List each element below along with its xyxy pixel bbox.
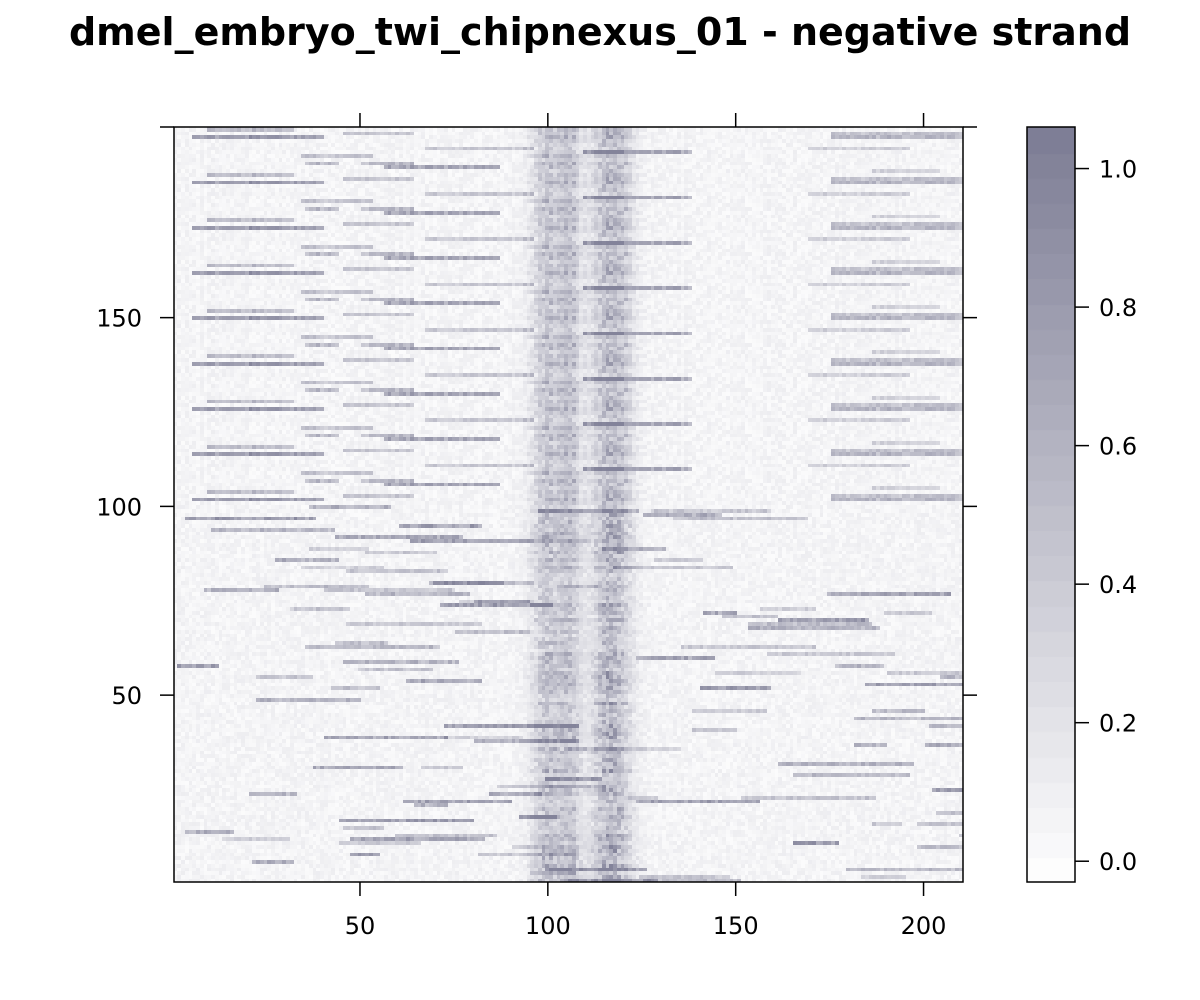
x-tick-label: 100 xyxy=(525,912,571,940)
colorbar-tick-label: 1.0 xyxy=(1099,156,1137,184)
colorbar-tick-label: 0.4 xyxy=(1099,571,1137,599)
colorbar-gradient xyxy=(1027,127,1075,882)
plot-frame xyxy=(173,126,964,883)
colorbar-tick-label: 0.0 xyxy=(1099,848,1137,876)
y-tick-label: 50 xyxy=(111,682,142,710)
colorbar-axis: 0.0 0.2 0.4 0.6 0.8 1.0 xyxy=(1075,156,1137,876)
colorbar-frame xyxy=(1026,126,1076,883)
x-tick-label: 200 xyxy=(901,912,947,940)
heatmap-raster-container xyxy=(174,127,963,882)
x-tick-label: 150 xyxy=(713,912,759,940)
y-tick-label: 150 xyxy=(96,305,142,333)
colorbar-tick-label: 0.8 xyxy=(1099,294,1137,322)
axes-layer: 50 100 150 200 50 100 150 xyxy=(96,113,977,940)
x-tick-label: 50 xyxy=(345,912,376,940)
y-tick-label: 100 xyxy=(96,493,142,521)
chart-title: dmel_embryo_twi_chipnexus_01 - negative … xyxy=(68,10,1132,54)
colorbar-tick-label: 0.2 xyxy=(1099,710,1137,738)
colorbar-tick-label: 0.6 xyxy=(1099,433,1137,461)
heatmap-raster xyxy=(174,127,963,882)
colorbar-container xyxy=(1027,127,1075,882)
